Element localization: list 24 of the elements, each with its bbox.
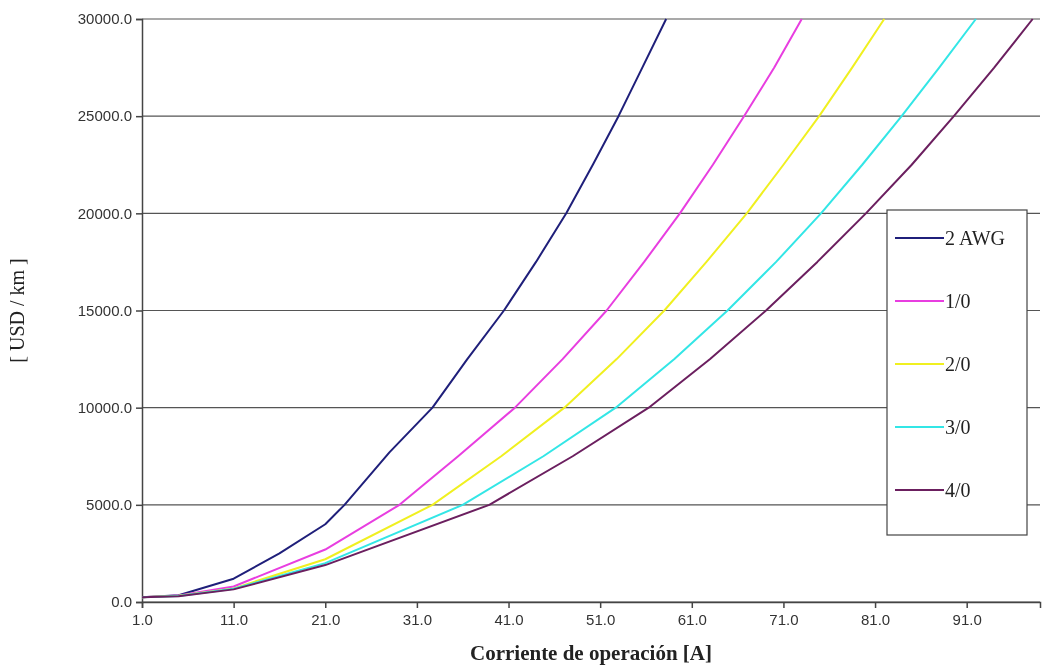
y-tick-label: 10000.0	[77, 398, 132, 416]
x-tick-label: 51.0	[586, 610, 616, 628]
legend-label: 2 AWG	[945, 227, 1006, 249]
y-tick-label: 30000.0	[77, 10, 132, 28]
x-tick-label: 91.0	[952, 610, 982, 628]
x-tick-label: 61.0	[677, 610, 707, 628]
legend-label: 3/0	[945, 416, 971, 438]
x-tick-label: 11.0	[220, 610, 249, 628]
y-axis-title: [ USD / km ]	[6, 258, 28, 363]
x-tick-label: 1.0	[132, 610, 153, 628]
y-tick-label: 20000.0	[77, 204, 132, 222]
x-axis-title: Corriente de operación [A]	[469, 641, 713, 665]
y-tick-label: 0.0	[111, 593, 132, 611]
legend-label: 2/0	[945, 353, 971, 375]
y-tick-label: 5000.0	[86, 496, 132, 514]
y-tick-label: 25000.0	[77, 107, 132, 125]
x-tick-label: 81.0	[860, 610, 891, 628]
legend-label: 1/0	[945, 290, 971, 312]
y-tick-label: 15000.0	[77, 301, 132, 319]
x-tick-label: 31.0	[402, 610, 432, 628]
x-tick-label: 41.0	[494, 610, 524, 628]
x-tick-label: 71.0	[769, 610, 799, 628]
legend-label: 4/0	[945, 479, 971, 501]
x-tick-label: 21.0	[311, 610, 341, 628]
